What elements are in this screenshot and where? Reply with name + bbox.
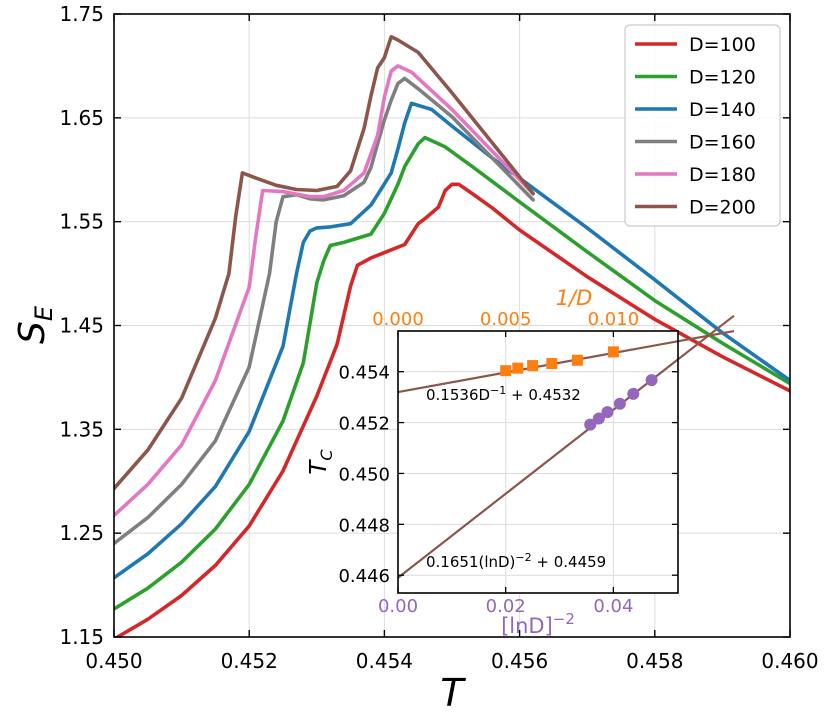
inset-circle-marker [592,412,605,425]
legend-label: D=140 [689,99,756,121]
x-tick-label: 0.460 [761,649,818,673]
inset-y-tick-label: 0.454 [338,363,390,384]
inset-y-tick-label: 0.448 [338,515,390,536]
y-axis-label: SE [12,305,58,344]
inset-y-axis-label: TC [306,449,336,475]
inset-top-axis-label: 1/D [556,286,593,310]
inset-bottom-tick-label: 0.00 [378,596,418,617]
inset-ticks: 0.446 0.448 0.450 0.452 0.454 0.000 0.005 0.010… [338,309,678,617]
inset-circle-marker [584,418,597,431]
inset-top-tick-label: 0.000 [372,309,424,330]
inset-circle-marker [601,406,614,419]
y-tick-label: 1.25 [59,521,104,545]
main-series-lines [114,34,790,637]
x-axis-label: T [440,671,466,715]
series-line-d-180 [114,64,535,518]
inset-y-tick-label: 0.450 [338,464,390,485]
y-axis-label-main: S [12,321,53,344]
inset-top-tick-label: 0.005 [480,309,532,330]
x-tick-label: 0.452 [221,649,278,673]
inset-bottom-axis-label: [lnD]−2 [501,610,575,638]
legend-label: D=160 [689,132,756,154]
y-axis-label-subscript: E [30,305,58,321]
inset-square-marker [527,360,539,372]
inset-frame [397,330,679,594]
y-tick-label: 1.65 [59,106,104,130]
inset-bottom-tick-label: 0.02 [486,596,526,617]
inset-top-tick-label: 0.010 [588,309,640,330]
inset-square-marker [512,362,524,374]
inset-background [398,331,678,593]
legend-label: D=120 [689,67,756,89]
x-tick-label: 0.450 [85,649,142,673]
y-tick-label: 1.15 [59,625,104,649]
x-tick-label: 0.458 [626,649,683,673]
inset-y-tick-label: 0.446 [338,566,390,587]
y-tick-label: 1.75 [59,2,104,26]
inset-square-marker [571,354,583,366]
y-axis-label-text: SE [12,305,58,344]
legend-label: D=180 [689,164,756,186]
inset-y-tick-label: 0.452 [338,414,390,435]
series-line-d-120 [114,135,790,611]
y-tick-label: 1.45 [59,314,104,338]
x-tick-label: 0.456 [491,649,548,673]
y-tick-label: 1.35 [59,417,104,441]
inset-markers [500,346,658,431]
y-tick-label: 1.55 [59,210,104,234]
series-line-d-200 [114,34,535,491]
inset-fit-annotation: 0.1536D−1 + 0.4532 [426,384,581,404]
inset-square-marker [607,346,619,358]
inset-circle-marker [613,397,626,410]
legend-label: D=200 [689,197,756,219]
legend-label: D=100 [689,34,756,56]
inset-y-axis-label-text: TC [306,449,336,475]
main-tick-labels: 0.450 0.452 0.454 0.456 0.458 0.460 1.15 1.25 1.… [59,2,818,673]
inset-chart: 0.446 0.448 0.450 0.452 0.454 0.000 0.005 0.010… [306,286,735,638]
series-line-d-160 [114,76,535,546]
inset-bottom-tick-label: 0.04 [593,596,633,617]
x-tick-label: 0.454 [356,649,413,673]
inset-circle-marker [627,387,640,400]
inset-circle-marker [645,374,658,387]
inset-fit-annotation: 0.1651(lnD)−2 + 0.4459 [426,551,606,571]
inset-square-marker [500,365,512,377]
x-axis-label-text: T [440,671,466,715]
series-line-d-100 [114,182,790,637]
main-ticks [113,13,791,638]
inset-square-marker [546,358,558,370]
legend: D=100 D=120 D=140 D=160 D=180 D=200 [624,24,781,227]
